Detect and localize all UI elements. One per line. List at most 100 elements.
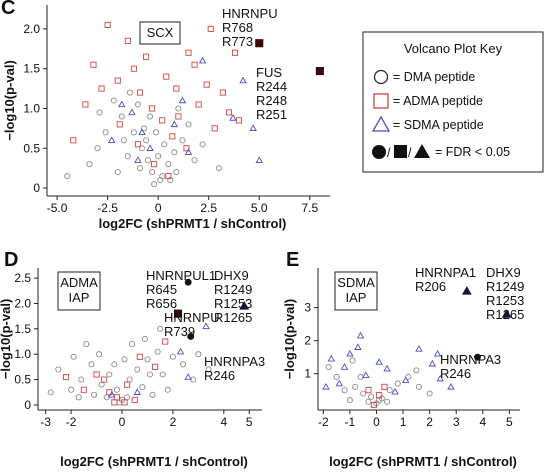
point-sdma xyxy=(255,156,264,163)
x-tick-label: 5.0 xyxy=(251,201,268,215)
point-dma xyxy=(161,141,168,148)
point-sdma xyxy=(335,379,344,387)
x-tick-label: 2 xyxy=(170,415,177,429)
annotation-label: DHX9 xyxy=(214,268,249,283)
x-tick-label: 0 xyxy=(119,415,126,429)
point-sdma xyxy=(118,100,126,108)
significant-point-sdma xyxy=(239,300,250,310)
point-dma xyxy=(165,161,172,168)
key-fdr-triangle-icon xyxy=(414,144,430,158)
point-dma xyxy=(205,366,212,373)
point-dma xyxy=(394,380,401,387)
x-tick-label: 4 xyxy=(479,415,486,429)
point-sdma xyxy=(346,349,354,357)
point-adma xyxy=(203,81,210,88)
x-tick-label: -2 xyxy=(318,415,329,429)
point-adma xyxy=(219,89,226,96)
x-tick-label: -2.5 xyxy=(97,201,118,215)
point-dma xyxy=(215,165,222,172)
significant-point-adma xyxy=(173,309,183,318)
point-sdma xyxy=(375,358,383,365)
annotation-label: R773 xyxy=(222,34,253,49)
point-dma xyxy=(164,386,171,393)
point-sdma xyxy=(383,364,391,372)
key-sdma-label: = SDMA peptide xyxy=(393,118,484,132)
y-axis-title: −log10(p-val) xyxy=(2,60,17,141)
point-dma xyxy=(333,373,340,381)
point-sdma xyxy=(170,120,179,128)
point-sdma xyxy=(128,108,136,116)
point-adma xyxy=(235,117,243,124)
point-dma xyxy=(154,348,161,355)
annotation-label: R656 xyxy=(146,296,177,311)
point-dma xyxy=(413,367,420,374)
annotation-label: R246 xyxy=(204,368,235,383)
annotation-label: R1253 xyxy=(214,296,252,311)
x-axis-title: log2FC (shPRMT1 / shControl) xyxy=(99,216,287,231)
point-sdma xyxy=(322,382,330,390)
significant-point-sdma xyxy=(461,286,472,295)
key-dma-icon xyxy=(373,69,389,85)
x-tick-label: 7.5 xyxy=(301,201,318,215)
point-dma xyxy=(149,391,156,398)
x-tick-label: 3 xyxy=(453,415,460,429)
point-dma xyxy=(167,177,174,184)
point-dma xyxy=(134,101,142,108)
point-sdma xyxy=(138,128,146,136)
y-tick-label: 1 xyxy=(304,367,311,381)
annotation-label: HNRNPA3 xyxy=(440,352,501,367)
key-title: Volcano Plot Key xyxy=(404,41,503,56)
x-axis-title: log2FC (shPRMT1 / shControl) xyxy=(329,454,517,469)
annotation-label: R1265 xyxy=(486,307,524,322)
point-dma xyxy=(157,325,164,332)
point-dma xyxy=(153,129,160,136)
point-dma xyxy=(147,113,154,120)
key-fdr-slash-2: / xyxy=(408,146,412,160)
point-dma xyxy=(86,161,93,168)
volcano-plot-key: Volcano Plot Key = DMA peptide = ADMA pe… xyxy=(362,31,544,173)
annotation-label: R1253 xyxy=(486,293,524,308)
point-dma xyxy=(136,165,144,172)
point-adma xyxy=(134,141,142,148)
y-tick-label: 0.5 xyxy=(23,141,40,155)
significant-point-dma xyxy=(474,353,481,361)
point-adma xyxy=(82,101,89,108)
panel-label-text: SCX xyxy=(147,25,174,40)
point-sdma xyxy=(433,349,442,357)
point-dma xyxy=(106,371,113,378)
point-adma xyxy=(173,85,180,92)
point-dma xyxy=(325,364,332,371)
point-adma xyxy=(231,49,239,56)
point-adma xyxy=(211,125,218,132)
point-sdma xyxy=(184,373,192,380)
point-sdma xyxy=(428,359,437,367)
significant-point-adma xyxy=(315,67,324,76)
point-adma xyxy=(98,85,105,92)
point-sdma xyxy=(354,343,362,350)
annotation-label: R248 xyxy=(256,93,287,108)
point-dma xyxy=(146,371,154,378)
point-dma xyxy=(98,381,105,388)
point-sdma xyxy=(436,374,445,382)
point-adma xyxy=(225,109,232,116)
panel-letter-c: C xyxy=(1,0,15,19)
annotation-label: HNRNPU xyxy=(164,310,220,325)
point-adma xyxy=(376,392,383,399)
point-dma xyxy=(140,125,148,132)
annotation-label: R1265 xyxy=(214,310,252,325)
x-tick-label: 5 xyxy=(506,415,513,429)
point-adma xyxy=(131,396,138,403)
point-dma xyxy=(124,153,131,160)
point-adma xyxy=(101,376,108,383)
point-sdma xyxy=(229,114,237,121)
key-adma-label: = ADMA peptide xyxy=(393,94,483,108)
point-sdma xyxy=(415,345,423,352)
point-adma xyxy=(152,363,159,370)
x-tick-label: -3 xyxy=(40,415,51,429)
point-dma xyxy=(129,341,136,348)
point-sdma xyxy=(401,376,410,383)
point-sdma xyxy=(176,347,185,355)
point-dma xyxy=(113,386,120,393)
point-dma xyxy=(360,390,367,397)
